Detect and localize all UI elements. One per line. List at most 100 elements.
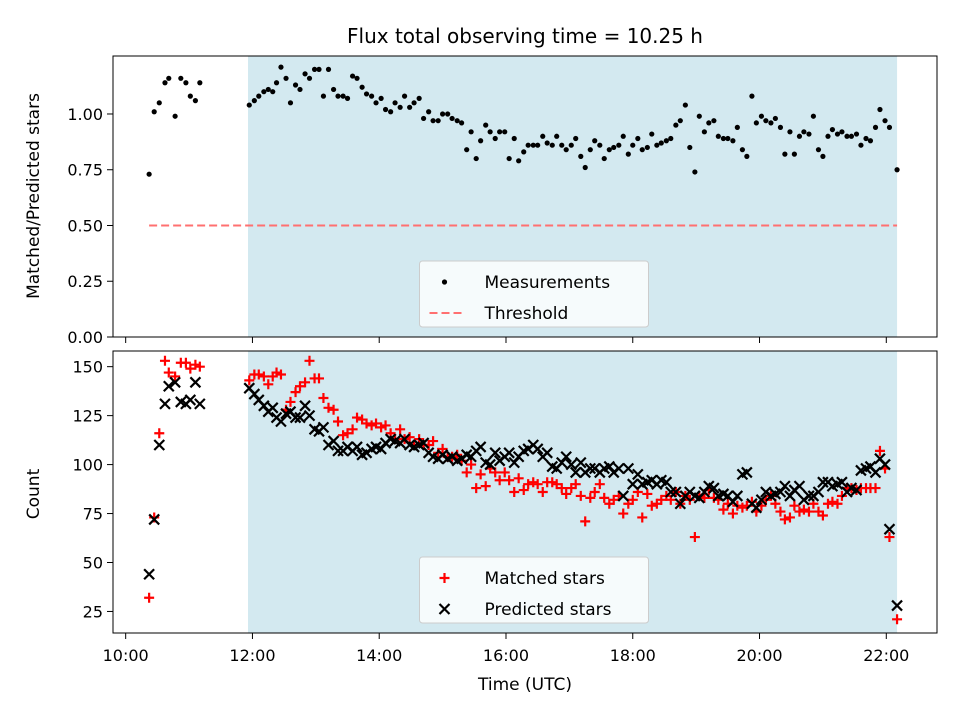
legend-box <box>419 556 649 624</box>
data-point <box>882 118 888 124</box>
data-point <box>784 512 795 523</box>
data-point <box>658 140 664 146</box>
data-point <box>194 398 206 410</box>
data-point <box>323 402 334 413</box>
data-point <box>503 447 515 459</box>
data-point <box>644 144 650 151</box>
data-point <box>373 100 379 106</box>
legend-swatch-dot <box>441 279 448 285</box>
data-point <box>478 138 484 144</box>
data-point <box>601 155 607 162</box>
data-point <box>300 377 311 388</box>
data-point <box>352 412 363 423</box>
data-point <box>378 95 384 101</box>
data-point <box>271 367 282 378</box>
data-point <box>318 393 329 403</box>
data-point <box>327 435 340 447</box>
data-point <box>570 479 581 490</box>
data-point <box>734 124 740 130</box>
count-panel: 25 50 75 100 125 150 10:00 12:00 14:00 16:00 18:00… <box>72 350 938 665</box>
data-point <box>794 506 805 517</box>
x-tick-label: 16:00 <box>483 646 529 665</box>
data-point <box>511 135 517 142</box>
data-point <box>569 466 582 479</box>
count-legend: Matched stars Predicted stars <box>419 556 649 624</box>
data-point <box>401 93 408 99</box>
data-point <box>646 500 657 511</box>
x-axis-label: Time (UTC) <box>477 675 572 695</box>
data-point <box>701 129 707 135</box>
data-point <box>292 82 299 88</box>
data-point <box>689 532 700 543</box>
data-point <box>302 71 308 77</box>
data-point <box>706 120 712 126</box>
data-point <box>426 109 432 115</box>
data-point <box>625 151 631 157</box>
data-point <box>777 124 784 130</box>
x-tick-label: 10:00 <box>103 646 149 665</box>
data-point <box>737 502 748 513</box>
y-tick-label: 100 <box>72 456 103 475</box>
data-point <box>159 355 170 366</box>
data-point <box>487 129 493 135</box>
data-point <box>573 135 579 142</box>
data-point <box>677 118 683 124</box>
data-point <box>532 479 543 490</box>
data-point <box>417 437 430 449</box>
data-point <box>430 118 436 124</box>
data-point <box>354 75 360 81</box>
data-point <box>347 424 358 435</box>
data-point <box>815 147 822 153</box>
data-point <box>380 420 391 431</box>
data-point <box>480 481 491 492</box>
data-point <box>489 447 501 459</box>
data-point <box>575 490 586 501</box>
x-tick-label: 22:00 <box>863 646 909 665</box>
data-point <box>674 497 687 510</box>
data-point <box>870 483 881 494</box>
data-point <box>333 416 344 427</box>
data-point <box>407 104 413 110</box>
data-point <box>335 93 341 99</box>
data-point <box>637 512 648 523</box>
data-point <box>592 138 598 144</box>
data-point <box>359 84 365 90</box>
data-point <box>587 147 593 153</box>
data-point <box>521 149 527 155</box>
data-point <box>159 398 171 410</box>
data-point <box>256 93 262 99</box>
data-point <box>886 124 893 130</box>
data-point <box>559 142 565 148</box>
data-point <box>502 129 508 135</box>
data-point <box>869 466 882 479</box>
ratio-y-axis-label: Matched/Predicted stars <box>24 93 44 299</box>
data-point <box>172 113 178 119</box>
x-tick-label: 18:00 <box>610 646 656 665</box>
data-point <box>874 445 885 456</box>
count-y-axis-label: Count <box>24 468 44 519</box>
data-point <box>440 111 446 117</box>
data-point <box>304 355 315 366</box>
data-point <box>287 100 294 106</box>
data-point <box>197 80 203 86</box>
data-point <box>589 487 600 497</box>
data-point <box>416 95 422 101</box>
data-point <box>834 131 841 137</box>
data-point <box>153 439 166 451</box>
data-point <box>863 135 869 142</box>
data-point <box>654 142 660 148</box>
data-point <box>192 98 198 104</box>
data-point <box>328 404 339 415</box>
data-point <box>611 144 617 151</box>
data-point <box>190 359 201 370</box>
legend-label: Matched stars <box>485 569 605 589</box>
data-point <box>755 494 768 506</box>
data-point <box>872 124 879 130</box>
data-point <box>297 86 303 93</box>
data-point <box>798 504 809 515</box>
data-point <box>306 75 313 81</box>
data-point <box>270 89 276 95</box>
legend-label: Threshold <box>484 304 569 324</box>
data-point <box>369 93 375 99</box>
data-point <box>642 488 653 499</box>
